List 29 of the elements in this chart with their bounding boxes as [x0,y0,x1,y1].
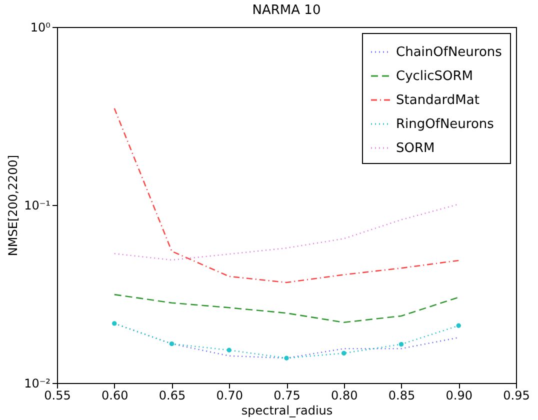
point [456,323,461,328]
point [284,356,289,360]
y-axis-title: NMSE[200,2200] [6,154,20,256]
line-series [114,204,460,261]
line-series [114,294,460,324]
chart-title: NARMA 10 [252,3,321,18]
x-tick-label: 0.90 [446,388,472,402]
x-tick-label: 0.75 [274,388,300,402]
y-tick-label: 10⁻² [24,376,51,390]
y-tick-label: 10⁻¹ [24,198,51,212]
point [169,341,174,346]
x-tick-label: 0.85 [388,388,416,402]
x-axis-title: spectral_radius [241,404,333,418]
x-tick-label: 0.95 [503,388,530,402]
legend-label: RingOfNeurons [396,117,494,132]
x-tick-label: 0.55 [44,388,71,402]
point [342,350,346,356]
legend-label: StandardMat [396,93,480,108]
x-tick-label: 0.65 [158,388,186,402]
legend-label: ChainOfNeurons [396,45,502,60]
legend-label: CyclicSORM [396,69,474,84]
x-tick-label: 0.60 [102,388,128,402]
x-tick-label: 0.80 [331,388,358,402]
y-tick-label: 10⁰ [30,20,51,34]
x-tick-label: 0.70 [216,388,243,402]
legend-label: SORM [396,141,435,156]
point [226,348,232,352]
point [398,342,404,347]
point [112,321,117,326]
